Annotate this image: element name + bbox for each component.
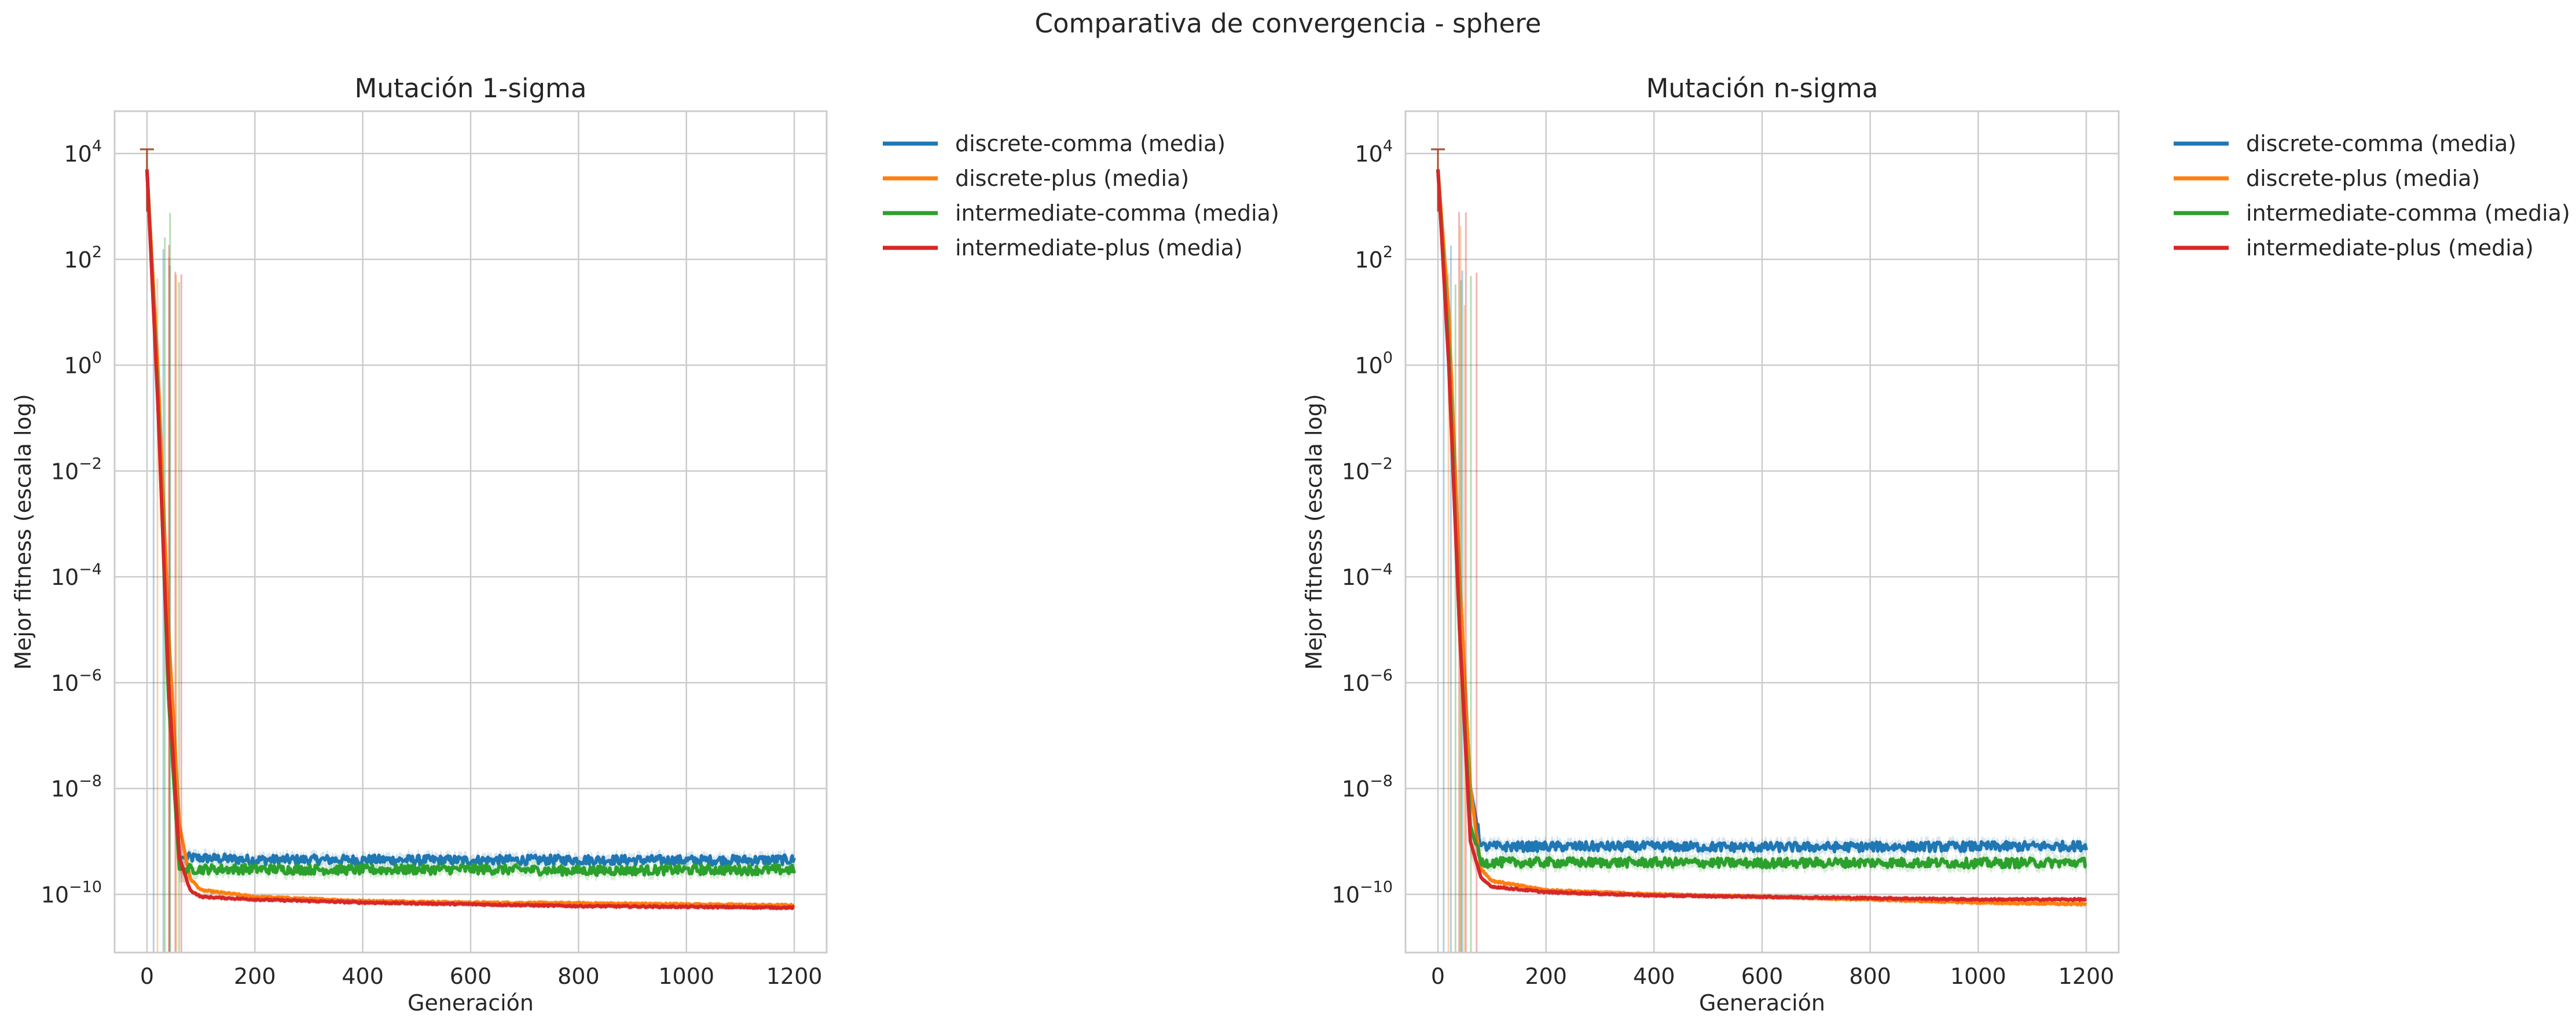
x-tick-label: 600 [450,964,492,989]
legend-label: discrete-comma (media) [955,131,1225,156]
legend-label: discrete-plus (media) [2246,166,2480,191]
axes-frame [1404,110,2120,954]
legend: discrete-comma (media) discrete-plus (med… [883,131,1279,261]
y-tick-label: 10−10 [41,878,102,907]
x-tick-label: 1200 [766,964,823,989]
chart-title: Mutación n-sigma [1646,73,1878,104]
x-tick-label: 800 [1849,964,1891,989]
x-axis-label: Generación [1699,990,1825,1016]
y-tick-label: 100 [1355,349,1393,379]
series-line [1436,169,2088,854]
x-tick-label: 0 [140,964,154,989]
y-tick-label: 10−8 [1342,772,1393,802]
series-line [145,169,796,867]
y-tick-label: 10−8 [51,772,102,802]
y-tick-label: 102 [1355,243,1393,273]
x-tick-label: 800 [557,964,600,989]
axes-frame [113,110,828,954]
y-tick-label: 10−6 [1342,667,1393,696]
y-tick-label: 10−10 [1332,878,1393,907]
series-line [145,169,795,910]
y-axis-label: Mejor fitness (escala log) [10,394,36,670]
y-tick-label: 104 [64,137,102,167]
series-line [145,169,797,877]
legend-label: intermediate-plus (media) [955,235,1243,261]
figure-title: Comparativa de convergencia - sphere [1034,8,1542,39]
chart-title: Mutación 1-sigma [355,73,587,104]
x-tick-label: 200 [234,964,276,989]
legend-label: intermediate-comma (media) [2246,200,2570,226]
legend-label: intermediate-plus (media) [2246,235,2534,261]
x-tick-label: 1000 [658,964,714,989]
y-tick-label: 100 [64,349,102,379]
x-tick-label: 0 [1431,964,1445,989]
x-tick-label: 400 [1633,964,1675,989]
y-tick-label: 104 [1355,137,1393,167]
x-tick-label: 400 [342,964,384,989]
y-tick-label: 10−2 [1342,455,1393,484]
legend-label: intermediate-comma (media) [955,200,1279,226]
chart-panel-1: 0 200 400 600 800 1000 1200 104 102 100 10−2 10−4 10… [10,73,1279,1016]
series-line [1436,169,2087,870]
x-axis-label: Generación [408,990,534,1016]
y-tick-label: 10−2 [51,455,102,484]
series-line [1436,169,2087,902]
y-tick-label: 10−4 [51,561,102,590]
y-tick-label: 10−4 [1342,561,1393,590]
x-tick-label: 200 [1525,964,1567,989]
legend: discrete-comma (media) discrete-plus (med… [2174,131,2570,261]
x-tick-label: 600 [1741,964,1784,989]
chart-panel-2: 0 200 400 600 800 1000 1200 104 102 100 10−2 10−4 10… [1301,73,2570,1016]
y-tick-label: 102 [64,243,102,273]
legend-label: discrete-comma (media) [2246,131,2516,156]
y-tick-label: 10−6 [51,667,102,696]
x-tick-label: 1000 [1950,964,2006,989]
y-axis-label: Mejor fitness (escala log) [1301,394,1327,670]
x-tick-label: 1200 [2058,964,2115,989]
legend-label: discrete-plus (media) [955,166,1189,191]
